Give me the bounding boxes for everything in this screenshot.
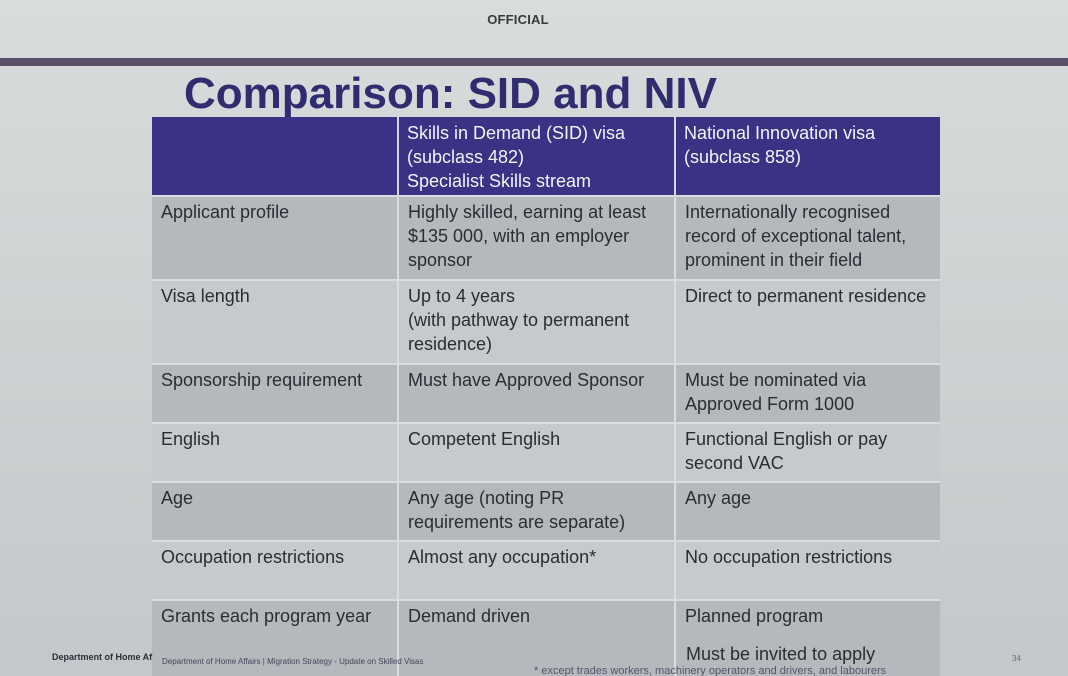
classification-label: OFFICIAL: [487, 12, 549, 27]
row-label: Grants each program year: [152, 599, 399, 676]
slide-title: Comparison: SID and NIV: [184, 69, 717, 118]
column-header-empty: [152, 117, 399, 196]
niv-cell: Internationally recognised record of exc…: [675, 195, 940, 280]
niv-cell: Planned program: [675, 599, 940, 676]
sid-cell: Competent English: [398, 422, 676, 482]
niv-cell: Any age: [675, 481, 940, 541]
top-divider: [0, 58, 1068, 66]
row-label: Age: [152, 481, 399, 541]
footer-department: Department of Home Af: [52, 652, 153, 662]
page-number: 34: [1012, 654, 1021, 663]
sid-cell: Up to 4 years (with pathway to permanent…: [398, 279, 676, 364]
table-row: Sponsorship requirement Must have Approv…: [152, 363, 940, 423]
sid-cell: Must have Approved Sponsor: [398, 363, 676, 423]
table-row: Age Any age (noting PR requirements are …: [152, 481, 940, 541]
niv-cell: Direct to permanent residence: [675, 279, 940, 364]
niv-cell: Functional English or pay second VAC: [675, 422, 940, 482]
row-label: Sponsorship requirement: [152, 363, 399, 423]
niv-cell: Must be nominated via Approved Form 1000: [675, 363, 940, 423]
table-row: Grants each program year Demand driven P…: [152, 599, 940, 676]
footer-caption: Department of Home Affairs | Migration S…: [162, 657, 424, 666]
table-row: Occupation restrictions Almost any occup…: [152, 540, 940, 600]
table-row: Applicant profile Highly skilled, earnin…: [152, 195, 940, 280]
niv-cell: No occupation restrictions: [675, 540, 940, 600]
row-label: English: [152, 422, 399, 482]
column-header-niv: National Innovation visa (subclass 858): [675, 117, 940, 196]
occupation-footnote: * except trades workers, machinery opera…: [534, 665, 887, 676]
column-header-sid: Skills in Demand (SID) visa (subclass 48…: [398, 117, 676, 196]
sid-cell: Almost any occupation*: [398, 540, 676, 600]
row-label: Occupation restrictions: [152, 540, 399, 600]
sid-cell: Any age (noting PR requirements are sepa…: [398, 481, 676, 541]
row-label: Applicant profile: [152, 195, 399, 280]
sid-cell: Demand driven: [398, 599, 676, 676]
row-label: Visa length: [152, 279, 399, 364]
table-row: English Competent English Functional Eng…: [152, 422, 940, 482]
table-header-row: Skills in Demand (SID) visa (subclass 48…: [152, 117, 940, 196]
table-row: Visa length Up to 4 years (with pathway …: [152, 279, 940, 364]
sid-cell: Highly skilled, earning at least $135 00…: [398, 195, 676, 280]
niv-invite-note: Must be invited to apply: [686, 644, 876, 664]
comparison-table: Skills in Demand (SID) visa (subclass 48…: [152, 117, 940, 676]
